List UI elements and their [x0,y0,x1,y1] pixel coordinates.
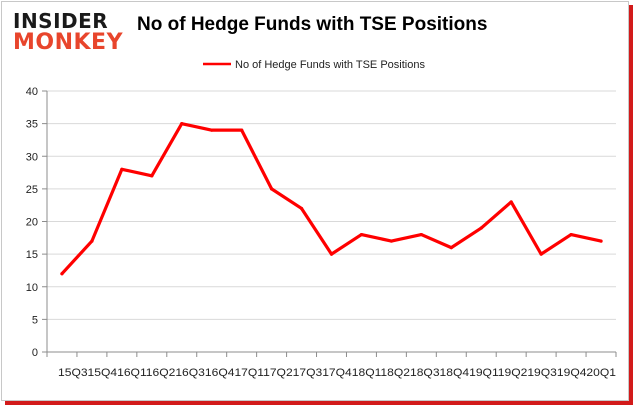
data-point-17Q4 [329,252,334,256]
chart-frame: INSIDER MONKEY No of Hedge Funds with TS… [1,1,629,401]
logo-line-2: MONKEY [13,30,124,55]
logo-line-1: INSIDER [13,9,109,33]
data-point-17Q2 [270,187,274,191]
legend-label: No of Hedge Funds with TSE Positions [235,59,425,71]
y-tick-label-15: 15 [26,249,38,261]
data-point-18Q2 [389,239,393,243]
series-line-0 [60,122,603,276]
series-group [60,122,603,276]
data-point-19Q1 [479,226,483,230]
x-tick-labels: 15Q315Q416Q116Q216Q316Q417Q117Q217Q317Q4… [58,367,616,379]
data-point-17Q3 [299,206,304,211]
y-tick-label-10: 10 [26,282,38,294]
y-tick-label-40: 40 [26,86,38,98]
data-point-20Q1 [599,239,603,243]
data-point-17Q1 [240,128,244,132]
gridlines [47,90,616,320]
y-tick-label-20: 20 [26,217,38,229]
data-point-16Q3 [180,122,184,126]
data-point-15Q3 [60,272,64,276]
data-point-16Q4 [210,128,214,132]
legend: No of Hedge Funds with TSE Positions [203,59,425,71]
data-point-15Q4 [90,239,94,243]
y-tick-labels: 0 5 10 15 20 25 30 35 40 [26,86,38,359]
y-tick-label-30: 30 [26,151,38,163]
data-point-16Q1 [120,167,124,171]
data-point-18Q3 [419,232,423,237]
y-tick-label-35: 35 [26,119,38,131]
y-tick-label-25: 25 [26,184,38,196]
data-point-19Q4 [569,232,573,237]
data-point-18Q1 [359,232,364,237]
chart-title: No of Hedge Funds with TSE Positions [137,14,488,35]
data-point-18Q4 [449,246,453,250]
insider-monkey-logo: INSIDER MONKEY [13,11,123,54]
axes [42,90,617,357]
y-tick-label-5: 5 [32,314,38,326]
data-point-19Q3 [539,252,543,256]
data-point-16Q2 [150,174,154,178]
data-point-19Q2 [509,200,513,204]
x-tick-label-run: 15Q315Q416Q116Q216Q316Q417Q117Q217Q317Q4… [58,367,616,379]
y-tick-label-0: 0 [32,347,38,359]
